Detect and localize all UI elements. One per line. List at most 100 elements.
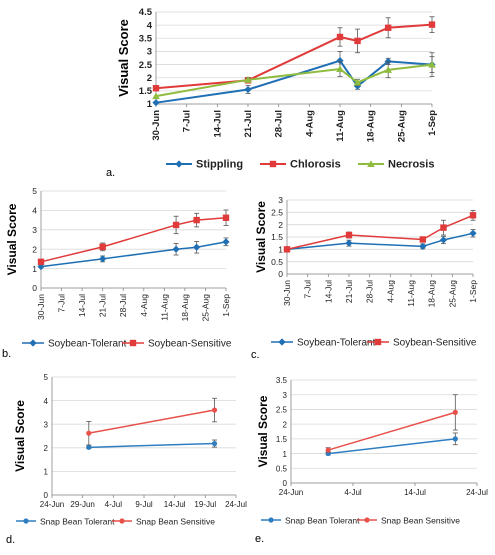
y-tick-label: 2 — [32, 244, 37, 254]
x-tick-label: 24-Jun — [279, 488, 303, 497]
data-point-1-4 — [222, 214, 230, 221]
y-tick-label: 3.5 — [139, 33, 153, 44]
data-point-0-1 — [244, 85, 252, 94]
data-point-0-2 — [336, 57, 344, 65]
y-tick-label: 1.5 — [139, 86, 153, 97]
legend-label: Stippling — [196, 159, 243, 171]
data-point-0-2 — [172, 245, 180, 253]
x-tick-label: 11-Aug — [159, 294, 169, 321]
y-tick-label: 1.5 — [271, 232, 283, 242]
data-point-1-2 — [172, 221, 180, 229]
y-axis-label: Visual Score — [5, 203, 19, 275]
legend-marker — [364, 517, 370, 523]
panel-letter: d. — [6, 534, 15, 546]
series-line-0 — [155, 59, 433, 104]
x-tick-label: 1-Sep — [468, 280, 478, 303]
legend-label: Soybean-Tolerant — [48, 339, 127, 350]
y-axis-label: Visual Score — [254, 201, 268, 273]
data-point-1-1 — [345, 231, 353, 239]
legend-marker — [374, 338, 382, 346]
panel-letter: b. — [2, 348, 11, 360]
x-tick-label: 21-Jul — [98, 294, 108, 317]
data-point-1-2 — [419, 236, 427, 243]
x-tick-label: 29-Jun — [70, 500, 94, 509]
y-tick-label: 2.5 — [276, 406, 288, 415]
y-tick-label: 4 — [44, 397, 49, 406]
data-point-1-3 — [354, 37, 361, 45]
x-tick-label: 28-Jul — [274, 110, 285, 137]
x-tick-label: 30-Jun — [282, 280, 292, 306]
chart-panel-0: 1 1.5 2 2.5 3 3.5 4 4.5 30-Jun 7-Jul 14-Jul 21-Jul 2… — [106, 7, 438, 179]
data-point-1-1 — [99, 243, 106, 251]
x-tick-label: 14-Jul — [77, 294, 87, 317]
x-tick-label: 4-Jul — [105, 500, 123, 509]
series-line-2 — [155, 63, 433, 98]
x-tick-label: 4-Aug — [304, 110, 315, 137]
legend-marker — [23, 518, 29, 524]
data-point-1-4 — [384, 24, 392, 31]
x-tick-label: 9-Jul — [135, 500, 153, 509]
legend-label: Snap Bean Sensitive — [136, 517, 215, 527]
data-point-2-1 — [244, 76, 252, 83]
legend-marker — [29, 339, 37, 347]
y-tick-label: 1 — [278, 245, 283, 255]
legend-label: Chlorosis — [290, 159, 341, 171]
y-axis-label: Visual Score — [13, 400, 27, 472]
x-tick-label: 28-Jul — [118, 294, 128, 317]
panel-letter: c. — [251, 349, 260, 361]
x-tick-label: 18-Aug — [427, 280, 437, 308]
x-tick-label: 14-Jul — [164, 500, 186, 509]
data-point-1-0 — [86, 430, 92, 436]
y-axis-label: Visual Score — [256, 395, 270, 467]
x-tick-label: 25-Aug — [200, 294, 210, 322]
y-tick-label: 0 — [44, 491, 49, 500]
x-tick-label: 1-Sep — [427, 110, 438, 136]
data-point-1-1 — [452, 409, 458, 415]
y-tick-label: 0.5 — [271, 257, 283, 267]
data-point-0-0 — [86, 444, 92, 450]
data-point-0-3 — [439, 236, 448, 244]
y-tick-label: 5 — [44, 373, 49, 382]
y-tick-label: 4 — [147, 20, 153, 31]
data-point-0-3 — [193, 243, 201, 251]
x-tick-label: 30-Jun — [36, 294, 46, 320]
legend-marker — [269, 160, 277, 168]
y-tick-label: 1 — [44, 468, 49, 477]
data-point-1-0 — [283, 246, 291, 253]
x-tick-label: 24-Jul — [466, 488, 488, 497]
legend-marker — [367, 160, 375, 167]
x-tick-label: 4-Aug — [385, 280, 395, 303]
y-axis-label: Visual Score — [116, 19, 131, 97]
x-tick-label: 11-Aug — [335, 110, 346, 142]
y-tick-label: 3 — [278, 195, 283, 205]
y-tick-label: 2 — [283, 420, 288, 429]
y-tick-label: 2 — [147, 73, 152, 84]
data-point-1-1 — [211, 407, 218, 413]
data-point-1-4 — [469, 212, 477, 219]
y-tick-label: 0 — [32, 283, 37, 293]
legend-marker — [175, 160, 183, 168]
y-tick-label: 0.5 — [276, 464, 288, 473]
y-tick-label: 2 — [44, 444, 49, 453]
series-line-0 — [328, 438, 456, 455]
data-point-1-0 — [37, 258, 45, 266]
x-tick-label: 30-Jun — [151, 110, 162, 141]
data-point-0-1 — [99, 255, 107, 263]
y-tick-label: 4 — [32, 206, 37, 216]
x-tick-label: 11-Aug — [406, 280, 416, 307]
data-point-1-3 — [440, 224, 447, 231]
y-tick-label: 1 — [32, 264, 37, 274]
legend-label: Snap Bean Sensitive — [381, 516, 460, 526]
legend-label: Soybean-Tolerant — [297, 338, 376, 349]
y-tick-label: 2 — [278, 220, 283, 230]
series-line-1 — [327, 411, 456, 451]
x-tick-label: 14-Jul — [323, 280, 333, 303]
x-tick-label: 4-Aug — [139, 294, 149, 317]
series-line-0 — [88, 442, 215, 449]
x-tick-label: 18-Aug — [366, 110, 377, 142]
legend-marker — [268, 517, 274, 523]
data-point-2-0 — [152, 92, 160, 100]
data-point-0-1 — [211, 440, 218, 447]
